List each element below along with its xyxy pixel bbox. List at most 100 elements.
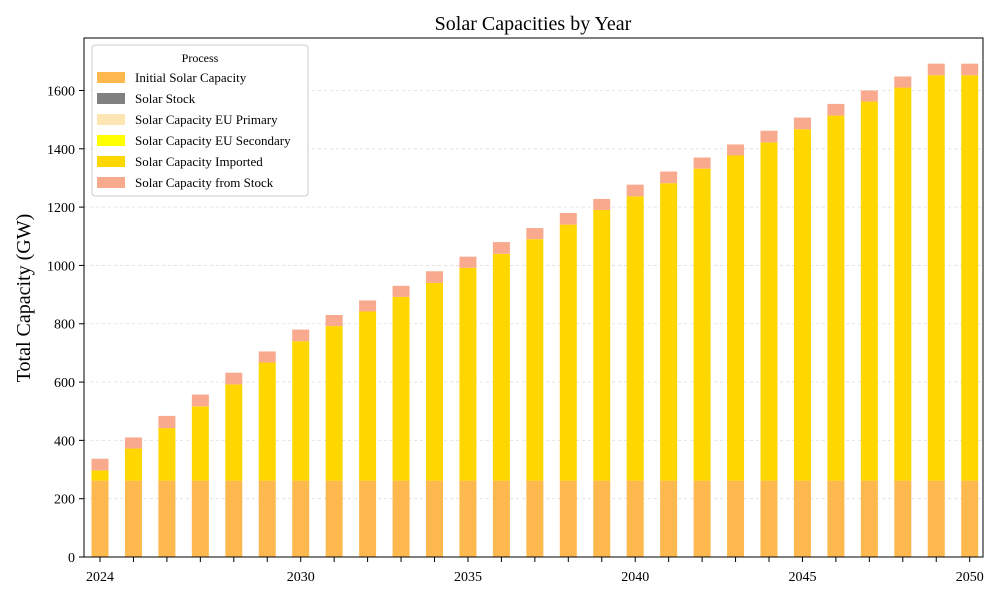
bar-segment xyxy=(760,130,778,143)
bar-segment xyxy=(258,362,276,481)
bar-segment xyxy=(626,184,644,197)
x-tick-label: 2045 xyxy=(788,570,816,585)
bar-segment xyxy=(660,171,678,184)
bar-segment xyxy=(158,480,176,557)
bar-segment xyxy=(325,480,343,557)
legend-label: Solar Capacity EU Secondary xyxy=(135,133,291,148)
bar-segment xyxy=(124,480,142,557)
bar-segment xyxy=(492,242,510,254)
y-tick-label: 400 xyxy=(54,434,75,449)
bar-segment xyxy=(793,129,811,481)
bar-segment xyxy=(626,480,644,557)
legend-swatch xyxy=(97,177,125,188)
bar-segment xyxy=(526,480,544,557)
bar-segment xyxy=(559,212,577,225)
bar-segment xyxy=(827,115,845,481)
x-tick-label: 2035 xyxy=(454,570,482,585)
y-tick-label: 1400 xyxy=(47,143,75,158)
y-tick-label: 1000 xyxy=(47,259,75,274)
bar-segment xyxy=(894,76,912,88)
chart-title: Solar Capacities by Year xyxy=(435,13,632,35)
legend-label: Solar Capacity Imported xyxy=(135,154,263,169)
y-tick-label: 1200 xyxy=(47,201,75,216)
bar-segment xyxy=(961,75,979,481)
bar-segment xyxy=(927,75,945,481)
legend-label: Solar Stock xyxy=(135,91,196,106)
bar-segment xyxy=(459,267,477,481)
bar-segment xyxy=(593,210,611,481)
bar-segment xyxy=(492,480,510,557)
bar-segment xyxy=(727,155,745,481)
bar-segment xyxy=(860,480,878,557)
legend-swatch xyxy=(97,156,125,167)
bar-segment xyxy=(727,480,745,557)
legend-label: Solar Capacity from Stock xyxy=(135,175,274,190)
bar-segment xyxy=(760,142,778,481)
legend-swatch xyxy=(97,93,125,104)
y-axis: 0 200 400 600 800 1000 1200 1400 1600 xyxy=(47,84,84,566)
y-tick-label: 0 xyxy=(68,551,75,566)
bar-segment xyxy=(660,480,678,557)
bar-segment xyxy=(827,480,845,557)
bar-segment xyxy=(191,406,209,481)
bar-segment xyxy=(526,239,544,481)
bar-segment xyxy=(492,253,510,481)
bar-segment xyxy=(459,480,477,557)
y-tick-label: 800 xyxy=(54,318,75,333)
bar-segment xyxy=(191,480,209,557)
bar-segment xyxy=(961,480,979,557)
bar-segment xyxy=(359,480,377,557)
bar-segment xyxy=(860,101,878,481)
bar-segment xyxy=(459,256,477,268)
bar-segment xyxy=(593,198,611,211)
bar-segment xyxy=(927,480,945,557)
bar-segment xyxy=(894,87,912,481)
bar-segment xyxy=(760,480,778,557)
bar-segment xyxy=(124,448,142,481)
bar-segment xyxy=(426,282,443,481)
legend-swatch xyxy=(97,135,125,146)
legend: Process Initial Solar Capacity Solar Stock… xyxy=(91,44,309,197)
legend-label: Initial Solar Capacity xyxy=(135,70,247,85)
bar-segment xyxy=(860,90,878,102)
bar-segment xyxy=(559,224,577,481)
legend-swatch xyxy=(97,72,125,83)
legend-swatch xyxy=(97,114,125,125)
bar-segment xyxy=(325,314,343,327)
bar-segment xyxy=(292,480,310,557)
bar-segment xyxy=(91,458,109,471)
bar-segment xyxy=(359,300,377,312)
bar-segment xyxy=(693,168,711,481)
y-tick-label: 1600 xyxy=(47,84,75,99)
bar-segment xyxy=(392,285,410,297)
bar-segment xyxy=(158,428,176,481)
bar-segment xyxy=(626,196,644,481)
bar-segment xyxy=(225,480,243,557)
x-tick-label: 2050 xyxy=(956,570,984,585)
bar-segment xyxy=(158,415,176,429)
x-axis: 2024 2030 2035 2040 2045 2050 xyxy=(86,557,984,585)
bar-segment xyxy=(827,103,845,116)
bar-segment xyxy=(225,372,243,385)
bar-segment xyxy=(124,437,142,449)
bar-segment xyxy=(225,384,243,481)
legend-title: Process xyxy=(182,51,219,65)
bar-segment xyxy=(593,480,611,557)
bar-segment xyxy=(559,480,577,557)
bar-segment xyxy=(793,480,811,557)
bar-segment xyxy=(793,117,811,130)
bar-segment xyxy=(693,480,711,557)
x-tick-label: 2024 xyxy=(86,570,114,585)
bar-segment xyxy=(526,228,544,240)
bar-segment xyxy=(693,157,711,169)
y-axis-label: Total Capacity (GW) xyxy=(13,214,35,383)
bar-segment xyxy=(392,296,410,481)
bar-segment xyxy=(426,480,443,557)
bar-segment xyxy=(961,63,979,76)
bar-segment xyxy=(359,311,377,481)
bar-segment xyxy=(426,271,443,283)
bar-segment xyxy=(91,480,109,557)
y-tick-label: 600 xyxy=(54,376,75,391)
x-tick-label: 2040 xyxy=(621,570,649,585)
